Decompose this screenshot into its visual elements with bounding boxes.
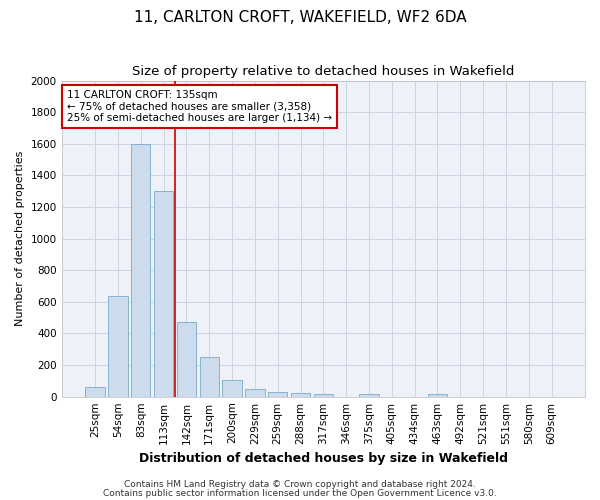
Bar [291, 392, 310, 396]
Text: Contains HM Land Registry data © Crown copyright and database right 2024.: Contains HM Land Registry data © Crown c… [124, 480, 476, 489]
Bar [245, 389, 265, 396]
Bar [428, 394, 447, 396]
Bar [85, 387, 105, 396]
Bar [359, 394, 379, 396]
Bar [154, 191, 173, 396]
Text: 11 CARLTON CROFT: 135sqm
← 75% of detached houses are smaller (3,358)
25% of sem: 11 CARLTON CROFT: 135sqm ← 75% of detach… [67, 90, 332, 123]
Text: 11, CARLTON CROFT, WAKEFIELD, WF2 6DA: 11, CARLTON CROFT, WAKEFIELD, WF2 6DA [134, 10, 466, 25]
Bar [108, 296, 128, 396]
Bar [177, 322, 196, 396]
Title: Size of property relative to detached houses in Wakefield: Size of property relative to detached ho… [132, 65, 515, 78]
Bar [268, 392, 287, 396]
X-axis label: Distribution of detached houses by size in Wakefield: Distribution of detached houses by size … [139, 452, 508, 465]
Bar [223, 380, 242, 396]
Bar [200, 357, 219, 397]
Bar [131, 144, 151, 397]
Y-axis label: Number of detached properties: Number of detached properties [15, 151, 25, 326]
Bar [314, 394, 333, 396]
Text: Contains public sector information licensed under the Open Government Licence v3: Contains public sector information licen… [103, 488, 497, 498]
